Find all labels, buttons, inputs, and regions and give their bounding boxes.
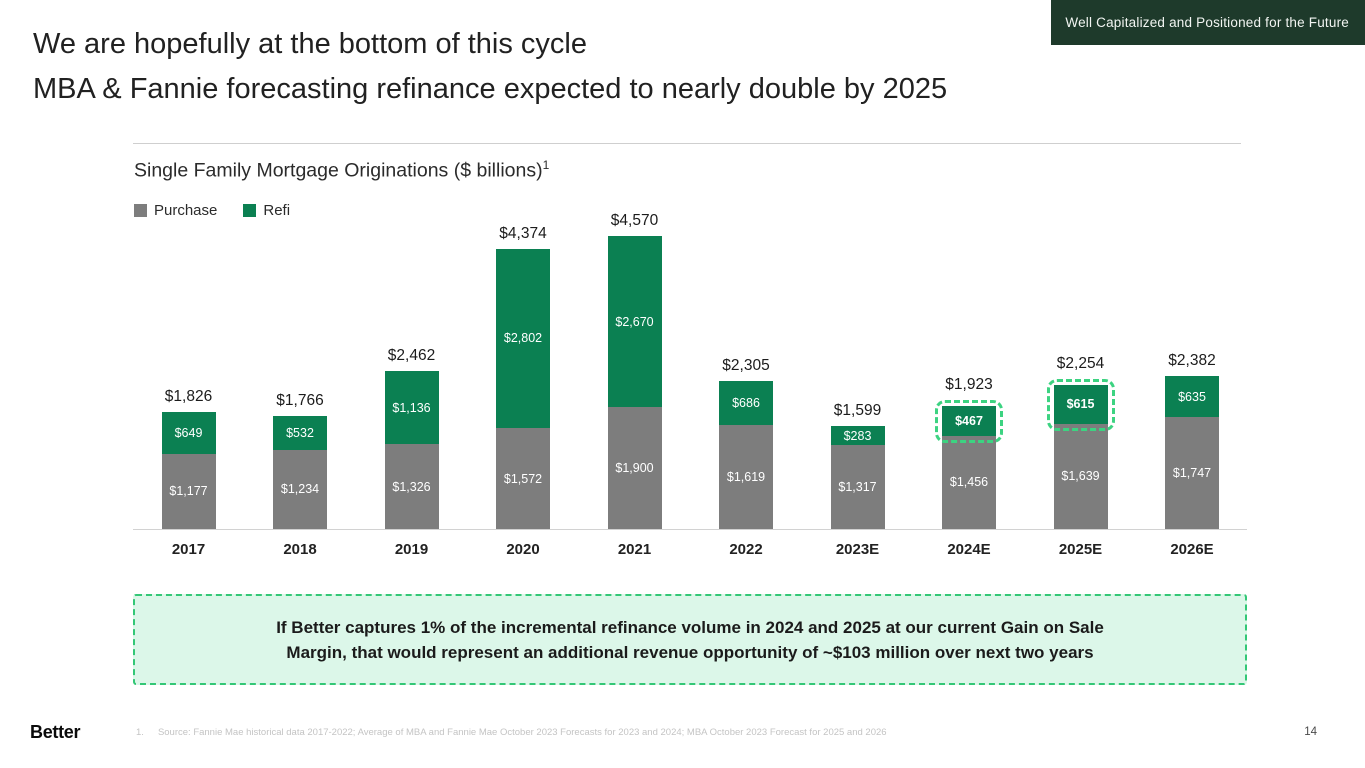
refi-value-label: $1,136: [392, 400, 431, 415]
bar-segment-refi: $467: [942, 405, 996, 436]
bar-segment-purchase: $1,317: [830, 444, 885, 529]
bar-total-label: $2,254: [1056, 354, 1105, 372]
bar-total-label: $2,305: [722, 357, 770, 375]
purchase-value-label: $1,639: [1061, 469, 1100, 484]
bar-segment-purchase: $1,177: [161, 453, 216, 529]
purchase-value-label: $1,234: [280, 482, 320, 497]
refi-value-label: $2,802: [503, 331, 543, 346]
bar-segment-purchase: $1,900: [607, 407, 662, 529]
bar-total-label: $1,923: [945, 375, 993, 393]
callout-line1: If Better captures 1% of the incremental…: [276, 617, 1104, 637]
footnote-number: 1.: [136, 727, 144, 738]
bar-total-label: $2,382: [1168, 352, 1216, 370]
bar-segment-refi: $2,802: [496, 248, 550, 429]
bar-year-label: 2022: [729, 541, 763, 558]
refi-value-label: $635: [1178, 389, 1206, 404]
bar-year-label: 2020: [506, 541, 540, 558]
purchase-value-label: $1,317: [838, 479, 877, 494]
chart-title: Single Family Mortgage Originations ($ b…: [134, 158, 549, 183]
bar-segment-purchase: $1,747: [1165, 417, 1219, 529]
footnote-text: Source: Fannie Mae historical data 2017-…: [157, 727, 887, 738]
refi-value-label: $615: [1066, 397, 1095, 412]
bar-segment-refi: $1,136: [384, 371, 439, 445]
bar-segment-purchase: $1,456: [942, 435, 996, 529]
refi-highlight-outline: [935, 399, 1003, 443]
chart-title-footnote-marker: 1: [542, 158, 550, 172]
bar-segment-purchase: $1,234: [273, 449, 327, 529]
bar-total-label: $4,374: [499, 224, 547, 242]
bar-segment-refi: $615: [1053, 384, 1108, 424]
refi-value-label: $532: [286, 425, 314, 440]
bar-segment-purchase: $1,572: [496, 428, 550, 529]
status-badge-label: Well Capitalized and Positioned for the …: [1065, 15, 1349, 30]
chart-legend: Purchase Refi: [134, 202, 290, 219]
page-number: 14: [1304, 726, 1317, 738]
bar-segment-refi: $686: [719, 381, 773, 426]
bar-total-label: $4,570: [610, 212, 659, 230]
refi-value-label: $686: [732, 396, 760, 411]
refi-value-label: $2,670: [615, 314, 654, 329]
purchase-value-label: $1,572: [503, 471, 543, 486]
purchase-swatch-icon: [134, 204, 147, 217]
refi-value-label: $467: [955, 413, 983, 428]
bar-segment-purchase: $1,326: [384, 444, 439, 529]
page-title: We are hopefully at the bottom of this c…: [33, 22, 947, 112]
purchase-value-label: $1,326: [392, 479, 431, 494]
title-divider: [133, 143, 1241, 144]
legend-label-purchase: Purchase: [154, 202, 218, 219]
bar-year-label: 2018: [283, 541, 317, 558]
bar-segment-refi: $532: [273, 415, 327, 450]
bar-year-label: 2019: [394, 541, 429, 558]
bar-total-label: $2,462: [387, 347, 436, 365]
status-badge: Well Capitalized and Positioned for the …: [1051, 0, 1365, 45]
refi-value-label: $283: [843, 428, 872, 443]
callout-box: If Better captures 1% of the incremental…: [133, 594, 1247, 685]
legend-item-refi: Refi: [243, 202, 290, 219]
refi-value-label: $649: [174, 425, 203, 440]
better-logo: Better: [30, 722, 81, 742]
bar-segment-refi: $649: [161, 411, 216, 454]
bar-year-label: 2021: [617, 541, 652, 558]
legend-label-refi: Refi: [263, 202, 291, 219]
legend-item-purchase: Purchase: [134, 202, 217, 219]
bar-segment-refi: $283: [830, 426, 885, 445]
purchase-value-label: $1,747: [1172, 466, 1212, 481]
refi-swatch-icon: [243, 204, 257, 217]
purchase-value-label: $1,177: [169, 484, 208, 499]
chart-plot-area: $1,177 $649 $1,826 2017 $1,234 $532 $1,766 2018…: [133, 200, 1247, 558]
footnote: 1. Source: Fannie Mae historical data 20…: [136, 727, 887, 738]
page-title-line2: MBA & Fannie forecasting refinance expec…: [33, 73, 948, 105]
bar-year-label: 2017: [171, 541, 206, 558]
bar-year-label: 2026E: [1170, 541, 1214, 558]
purchase-value-label: $1,456: [949, 475, 989, 490]
chart-title-text: Single Family Mortgage Originations ($ b…: [134, 159, 543, 182]
bar-total-label: $1,826: [164, 387, 213, 405]
bar-segment-purchase: $1,639: [1053, 423, 1108, 529]
bar-segment-purchase: $1,619: [719, 425, 773, 529]
bar-year-label: 2024E: [947, 541, 991, 558]
bar-year-label: 2023E: [835, 541, 880, 558]
callout-line2: Margin, that would represent an addition…: [286, 642, 1094, 662]
bar-total-label: $1,599: [833, 402, 882, 420]
page-title-line1: We are hopefully at the bottom of this c…: [33, 28, 587, 60]
purchase-value-label: $1,619: [726, 470, 766, 485]
refi-highlight-outline: [1046, 378, 1115, 431]
bar-segment-refi: $2,670: [607, 236, 662, 408]
purchase-value-label: $1,900: [615, 461, 654, 476]
bar-segment-refi: $635: [1165, 376, 1219, 418]
bar-total-label: $1,766: [276, 391, 324, 409]
bar-year-label: 2025E: [1058, 541, 1103, 558]
